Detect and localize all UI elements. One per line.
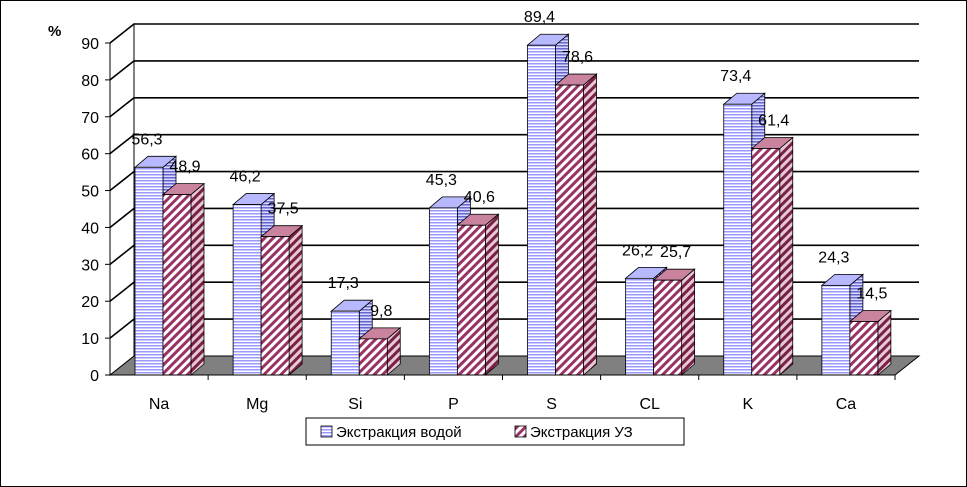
data-label-water-K: 73,4 <box>720 68 751 85</box>
bar-us-K <box>750 136 794 376</box>
y-tick-label: 40 <box>81 220 99 237</box>
data-labels: 56,3 48,9 46,2 37,5 17,3 9,8 45,3 40,6 89,4 78,6 2… <box>131 9 887 320</box>
gridline <box>109 96 919 118</box>
data-label-us-Ca: 14,5 <box>856 286 887 303</box>
bar-us-Ca <box>848 309 892 376</box>
data-label-water-Ca: 24,3 <box>818 249 849 266</box>
gridline <box>109 281 919 302</box>
data-label-us-Si: 9,8 <box>370 303 392 320</box>
data-label-water-Si: 17,3 <box>328 275 359 292</box>
gridline <box>109 133 919 155</box>
data-label-us-Na: 48,9 <box>169 159 200 176</box>
bar-us-Si <box>358 326 402 376</box>
y-tick-label: 50 <box>81 184 99 201</box>
bar-us-CL <box>652 268 696 376</box>
y-axis-label: % <box>48 23 61 40</box>
gridline <box>109 244 919 265</box>
legend-label-water: Экстракция водой <box>336 424 462 441</box>
y-tick-label: 20 <box>81 294 99 311</box>
data-label-water-P: 45,3 <box>426 172 457 189</box>
gridline <box>109 170 919 192</box>
legend: Экстракция водой Экстракция УЗ <box>305 417 685 446</box>
data-label-us-S: 78,6 <box>562 49 593 66</box>
chart-walls <box>108 22 921 377</box>
y-tick-label: 0 <box>90 368 99 385</box>
legend-label-us: Экстракция УЗ <box>530 424 633 441</box>
legend-box <box>305 417 685 446</box>
data-label-us-CL: 25,7 <box>660 244 691 261</box>
data-label-us-Mg: 37,5 <box>268 201 299 218</box>
x-tick-label-S: S <box>546 396 557 413</box>
bars <box>133 33 892 376</box>
x-tick-label-Mg: Mg <box>246 396 268 413</box>
bar-us-Mg <box>260 224 304 376</box>
y-tick-label: 90 <box>81 36 99 53</box>
x-tick-label-Na: Na <box>149 396 170 413</box>
data-label-water-Na: 56,3 <box>131 131 162 148</box>
bar-us-S <box>554 73 598 376</box>
y-tick-label: 60 <box>81 147 99 164</box>
y-tick-label: 10 <box>81 331 99 348</box>
data-label-water-CL: 26,2 <box>622 242 653 259</box>
x-tick-label-Ca: Ca <box>836 396 857 413</box>
bar-us-Na <box>161 182 206 376</box>
bar-us-P <box>456 213 500 376</box>
gridlines <box>109 23 919 339</box>
data-label-water-S: 89,4 <box>524 9 555 26</box>
gridline <box>109 23 919 44</box>
gridline <box>109 207 919 229</box>
x-tick-label-P: P <box>448 396 459 413</box>
y-tick-label: 70 <box>81 110 99 127</box>
data-label-water-Mg: 46,2 <box>230 169 261 186</box>
chart-floor <box>108 355 921 376</box>
y-axis: 0 10 20 30 40 50 60 70 80 90 <box>81 36 111 385</box>
legend-swatch-water <box>320 425 333 438</box>
x-tick-label-CL: CL <box>639 396 660 413</box>
legend-swatch-us <box>514 425 527 438</box>
data-label-us-P: 40,6 <box>464 189 495 206</box>
gridline <box>109 318 919 339</box>
data-label-us-K: 61,4 <box>758 113 789 130</box>
x-tick-label-Si: Si <box>348 396 362 413</box>
y-tick-label: 30 <box>81 257 99 274</box>
x-axis: Na Mg Si P S CL K Ca <box>110 374 896 413</box>
bar-water-Si <box>330 299 374 376</box>
gridline <box>109 60 919 81</box>
y-tick-label: 80 <box>81 73 99 90</box>
x-tick-label-K: K <box>742 396 753 413</box>
